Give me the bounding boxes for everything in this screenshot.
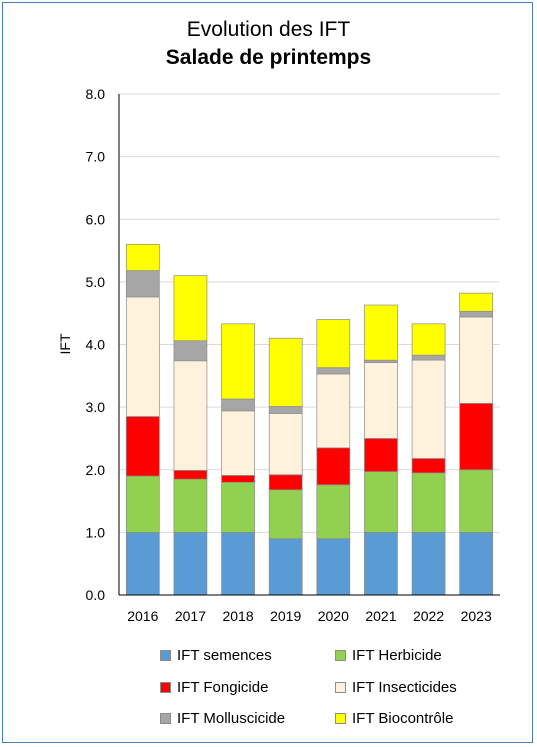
y-tick-label: 6.0 bbox=[86, 211, 106, 227]
y-tick-label: 3.0 bbox=[86, 399, 106, 415]
bar-segment bbox=[268, 406, 303, 414]
bar-segment bbox=[268, 337, 303, 407]
bar-segment bbox=[459, 292, 494, 312]
legend-entry: IFT Biocontrôle bbox=[335, 708, 453, 728]
bar-segment bbox=[316, 484, 351, 539]
legend-label: IFT Biocontrôle bbox=[352, 709, 454, 727]
x-tick-label: 2017 bbox=[175, 608, 206, 624]
bar-segment bbox=[316, 447, 351, 486]
bar-segment bbox=[173, 470, 208, 480]
legend-entry: IFT semences bbox=[160, 645, 272, 665]
y-tick-label: 8.0 bbox=[86, 86, 106, 102]
bar-segment bbox=[316, 538, 351, 596]
bar-segment bbox=[173, 360, 208, 471]
bar-segment bbox=[459, 310, 494, 318]
bar-segment bbox=[125, 532, 160, 596]
legend-entry: IFT Molluscicide bbox=[160, 708, 285, 728]
legend-entry: IFT Fongicide bbox=[160, 677, 268, 697]
bar-segment bbox=[268, 413, 303, 476]
y-tick-label: 0.0 bbox=[86, 587, 106, 603]
bar-segment bbox=[125, 475, 160, 533]
x-tick-label: 2021 bbox=[365, 608, 396, 624]
bar-segment bbox=[364, 532, 398, 596]
y-axis-label: IFT bbox=[57, 333, 73, 354]
y-tick-label: 1.0 bbox=[86, 524, 106, 540]
legend-entry: IFT Herbicide bbox=[335, 645, 442, 665]
bar-segment bbox=[364, 304, 398, 361]
bar-segment bbox=[173, 340, 208, 362]
bar-segment bbox=[221, 532, 255, 596]
x-tick-label: 2022 bbox=[413, 608, 444, 624]
bar-segment bbox=[125, 270, 160, 298]
bar-segment bbox=[125, 243, 160, 271]
legend-label: IFT Molluscicide bbox=[177, 709, 286, 727]
x-tick-label: 2019 bbox=[270, 608, 301, 624]
bar-segment bbox=[173, 478, 208, 533]
bar-segment bbox=[459, 316, 494, 404]
y-tick-label: 7.0 bbox=[86, 149, 106, 165]
x-tick-label: 2018 bbox=[222, 608, 253, 624]
legend-label: IFT Insecticides bbox=[352, 678, 457, 696]
bar-segment bbox=[411, 458, 446, 474]
bar-segment bbox=[125, 296, 160, 417]
x-tick-label: 2020 bbox=[318, 608, 349, 624]
legend-swatch bbox=[335, 649, 346, 661]
legend-entry: IFT Insecticides bbox=[335, 677, 457, 697]
legend-swatch bbox=[160, 712, 171, 724]
bar-segment bbox=[316, 367, 351, 375]
y-tick-label: 2.0 bbox=[86, 462, 106, 478]
chart-title: Evolution des IFT bbox=[186, 18, 351, 41]
bars bbox=[125, 243, 494, 596]
bar-segment bbox=[364, 438, 398, 472]
bar-segment bbox=[411, 354, 446, 361]
legend-label: IFT Fongicide bbox=[177, 678, 269, 696]
bar-segment bbox=[411, 472, 446, 533]
bar-segment bbox=[173, 275, 208, 342]
bar-segment bbox=[364, 362, 398, 439]
x-tick-label: 2023 bbox=[461, 608, 492, 624]
bar-segment bbox=[268, 474, 303, 491]
bar-segment bbox=[268, 489, 303, 539]
bar-segment bbox=[316, 319, 351, 369]
bar-segment bbox=[411, 323, 446, 356]
y-tick-label: 4.0 bbox=[86, 337, 106, 353]
bar-segment bbox=[221, 410, 255, 476]
y-tick-label: 5.0 bbox=[86, 274, 106, 290]
bar-segment bbox=[459, 532, 494, 596]
bar-segment bbox=[125, 416, 160, 477]
legend-label: IFT Herbicide bbox=[352, 646, 442, 664]
bar-segment bbox=[364, 471, 398, 533]
bar-segment bbox=[316, 373, 351, 449]
chart-subtitle: Salade de printemps bbox=[165, 46, 372, 69]
bar-segment bbox=[459, 403, 494, 471]
x-tick-label: 2016 bbox=[127, 608, 158, 624]
bar-segment bbox=[268, 538, 303, 596]
bar-segment bbox=[173, 532, 208, 596]
bar-segment bbox=[221, 398, 255, 412]
bar-segment bbox=[221, 481, 255, 533]
legend-swatch bbox=[335, 712, 346, 724]
bar-segment bbox=[411, 532, 446, 596]
bar-segment bbox=[411, 359, 446, 459]
legend-swatch bbox=[160, 649, 171, 661]
bar-segment bbox=[221, 323, 255, 400]
legend-label: IFT semences bbox=[177, 646, 272, 664]
legend-swatch bbox=[160, 681, 171, 693]
bar-segment bbox=[459, 469, 494, 533]
bar-segment bbox=[221, 475, 255, 483]
axes: 0.0 1.0 2.0 3.0 4.0 5.0 6.0 7.0 8.0 2016 2017 2018 2… bbox=[86, 86, 500, 624]
legend-swatch bbox=[335, 681, 346, 693]
bar-segment bbox=[364, 359, 398, 364]
